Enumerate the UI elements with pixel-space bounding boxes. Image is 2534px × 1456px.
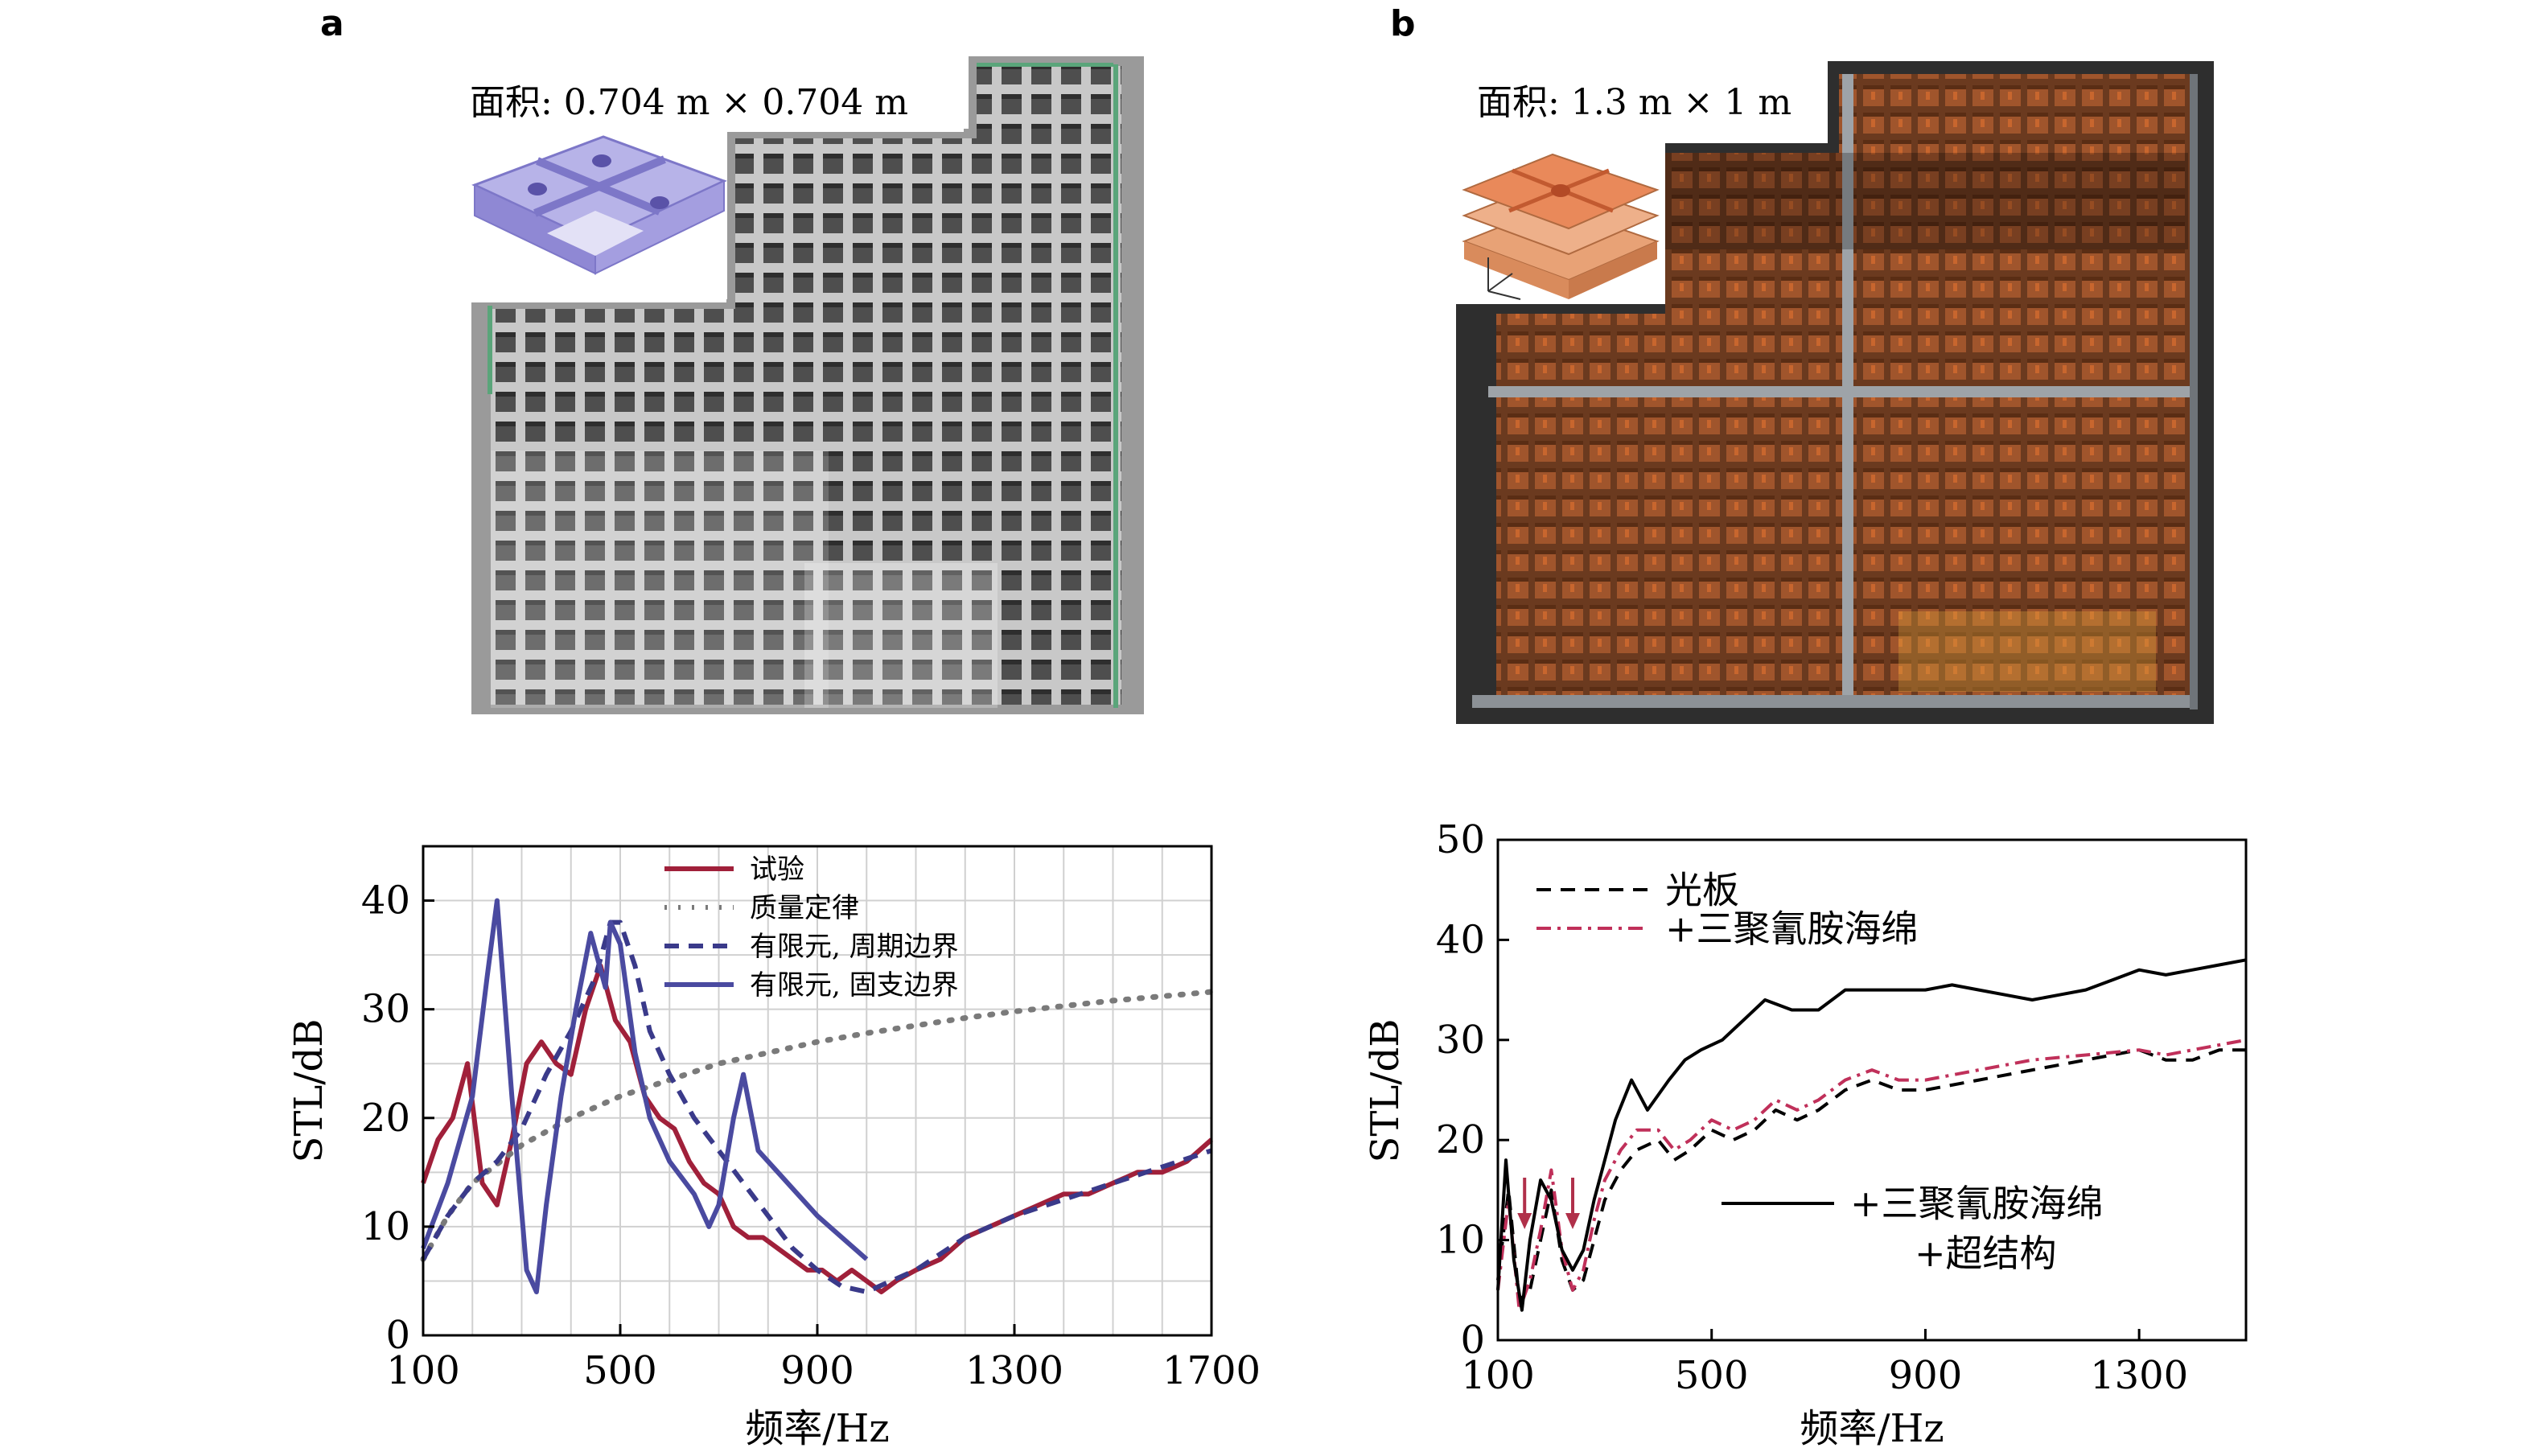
chart-b-ylabel: STL/dB	[1363, 1019, 1408, 1163]
chart-a-ticks: 100 500 900 1300 1700 0 10 20 30 40	[361, 878, 1261, 1393]
y-tick-label: 20	[361, 1096, 410, 1141]
inset-a-hole-2	[528, 183, 547, 195]
photo-a-haze	[491, 450, 829, 708]
photo-b-right-edge	[2190, 74, 2198, 709]
photo-a	[471, 56, 1144, 714]
chart-b-frame	[1496, 838, 2248, 1342]
chart-b-xlabel: 频率/Hz	[1800, 1406, 1944, 1451]
x-tick-label: 1300	[965, 1348, 1063, 1393]
photo-b-top-dark	[1665, 153, 2188, 249]
x-tick-label: 500	[583, 1348, 657, 1393]
inset-b-center-dot	[1551, 184, 1570, 197]
series-line-1	[1496, 1038, 2247, 1312]
x-tick-label: 100	[1461, 1353, 1535, 1398]
inset-b-layer-bottom-side	[1464, 241, 1569, 299]
y-tick-label: 20	[1436, 1117, 1485, 1162]
panel-letter-a: a	[320, 3, 344, 44]
annotation-arrowhead-0	[1517, 1213, 1532, 1229]
legend-label-1: +三聚氰胺海绵	[1665, 907, 1919, 951]
photo-b-glow	[1898, 611, 2156, 692]
inset-b-layer-bottom-side-r	[1569, 241, 1657, 299]
inset-b-axis-y	[1487, 273, 1513, 292]
area-label-b: 面积: 1.3 m × 1 m	[1477, 82, 1791, 123]
inset-b-axis-x	[1487, 290, 1521, 300]
y-tick-label: 30	[361, 987, 410, 1032]
y-tick-label: 10	[1436, 1218, 1485, 1263]
panel-letter-b: b	[1390, 3, 1416, 44]
area-label-a: 面积: 0.704 m × 0.704 m	[470, 82, 908, 123]
chart-b-legend: 光板+三聚氰胺海绵	[1536, 869, 1919, 951]
legend-label-3: 有限元, 固支边界	[750, 969, 959, 1002]
chart-b-annotations: +三聚氰胺海绵 +超结构	[1517, 1178, 2104, 1275]
x-tick-label: 900	[780, 1348, 854, 1393]
area-label-b-bg	[1469, 69, 1826, 132]
inset-a-hole-1	[592, 154, 611, 167]
photo-b-bottom-edge	[1472, 695, 2196, 708]
chart-a-xlabel: 频率/Hz	[745, 1406, 889, 1451]
x-tick-label: 100	[386, 1348, 460, 1393]
series-line-1	[420, 989, 1215, 1262]
series-line-3	[421, 898, 869, 1294]
photo-a-green-edge-left	[487, 306, 492, 394]
inset-a-hole-3	[650, 196, 669, 209]
photo-a-green-edge-top	[977, 63, 1113, 67]
y-tick-label: 40	[361, 878, 410, 923]
inset-a-flat-cell	[547, 211, 644, 256]
photo-a-green-edge-right	[1113, 64, 1118, 708]
y-tick-label: 10	[361, 1204, 410, 1249]
x-tick-label: 500	[1675, 1353, 1749, 1398]
legend-label-1: 质量定律	[750, 892, 859, 924]
photo-b-vertical-beam	[1842, 74, 1853, 695]
layered-plate-inset-b	[1456, 142, 1665, 304]
x-tick-label: 900	[1889, 1353, 1963, 1398]
series-line-0	[1496, 1048, 2246, 1302]
y-tick-label: 40	[1436, 917, 1485, 962]
legend-label-2: 有限元, 周期边界	[750, 931, 959, 963]
inset-a-divider-2	[533, 155, 666, 217]
annotation-arrowhead-1	[1565, 1213, 1580, 1229]
inline-legend-label-line1: +三聚氰胺海绵	[1850, 1182, 2104, 1225]
photo-a-haze-2	[804, 563, 998, 708]
photo-b-horizontal-beam	[1488, 386, 2196, 397]
y-tick-label: 50	[1436, 817, 1485, 862]
photo-b	[1456, 61, 2214, 724]
x-tick-label: 1300	[2090, 1353, 2188, 1398]
legend-label-0: 试验	[750, 853, 804, 886]
y-tick-label: 0	[1460, 1318, 1485, 1363]
chart-a-ylabel: STL/dB	[286, 1019, 331, 1163]
area-label-a-bg	[465, 69, 964, 132]
photo-a-cells	[491, 66, 1121, 705]
x-tick-label: 1700	[1162, 1348, 1261, 1393]
chart-b-series	[1496, 958, 2247, 1312]
chart-a-series	[420, 898, 1215, 1294]
inline-legend-label-line2: +超结构	[1915, 1232, 2057, 1275]
y-tick-label: 0	[385, 1313, 410, 1358]
unit-cell-inset-a	[471, 134, 727, 302]
inset-a-side-face	[594, 179, 725, 275]
y-tick-label: 30	[1436, 1018, 1485, 1063]
chart-b-ticks: 100 500 900 1300 0 10 20 30 40 50	[1436, 817, 2188, 1398]
series-line-2	[421, 919, 1212, 1294]
series-line-2	[1496, 958, 2247, 1312]
legend-label-0: 光板	[1665, 869, 1739, 912]
